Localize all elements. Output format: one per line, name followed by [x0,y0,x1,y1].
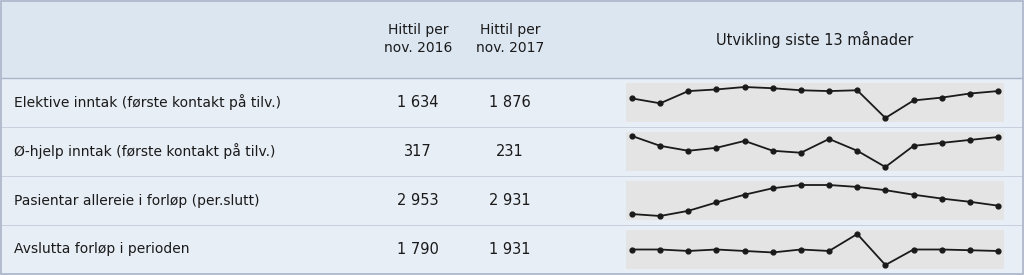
Point [878,116,894,120]
Text: 2 931: 2 931 [489,193,530,208]
Bar [2,2,1022,78]
Point [652,214,669,218]
Point [736,139,753,143]
Point [962,91,978,96]
Point [624,247,640,252]
Point [652,247,669,252]
Point [934,247,950,252]
Point [736,85,753,89]
Text: 1 931: 1 931 [489,242,530,257]
Point [905,192,922,197]
Text: 1 634: 1 634 [397,95,438,110]
Text: Avslutta forløp i perioden: Avslutta forløp i perioden [14,243,189,257]
Point [765,86,781,90]
Point [990,204,1007,208]
Point [736,192,753,197]
Bar [626,181,1004,220]
Point [878,188,894,192]
Point [849,88,865,92]
Point [934,141,950,145]
Point [709,247,725,252]
Point [962,200,978,204]
Text: 1 876: 1 876 [489,95,530,110]
Text: Pasientar allereie i forløp (per.slutt): Pasientar allereie i forløp (per.slutt) [14,194,259,208]
Point [793,183,809,187]
Point [905,247,922,252]
Point [624,212,640,216]
Text: Elektive inntak (første kontakt på tilv.): Elektive inntak (første kontakt på tilv.… [14,95,281,111]
Point [849,232,865,236]
Point [821,137,838,141]
Point [765,186,781,190]
Point [821,89,838,93]
Point [821,183,838,187]
Point [765,148,781,153]
Point [652,101,669,106]
Point [765,250,781,255]
Bar [626,83,1004,122]
Point [680,249,696,253]
Point [652,144,669,148]
Point [905,144,922,148]
Bar [626,132,1004,171]
Text: 2 953: 2 953 [397,193,439,208]
Point [709,200,725,205]
Text: 231: 231 [496,144,524,159]
Point [624,134,640,138]
Point [849,185,865,189]
Point [905,98,922,103]
Text: Ø-hjelp inntak (første kontakt på tilv.): Ø-hjelp inntak (første kontakt på tilv.) [14,144,275,160]
Point [680,89,696,93]
Point [934,196,950,201]
Point [849,148,865,153]
Point [709,87,725,92]
Text: Hittil per
nov. 2016: Hittil per nov. 2016 [384,23,453,55]
Point [878,263,894,267]
Text: Utvikling siste 13 månader: Utvikling siste 13 månader [717,31,913,48]
Point [709,145,725,150]
Point [990,249,1007,253]
Point [990,89,1007,93]
Point [793,150,809,155]
Point [962,248,978,252]
Point [793,88,809,92]
Point [680,148,696,153]
Point [680,209,696,213]
Point [736,249,753,253]
Point [934,95,950,100]
Point [821,249,838,253]
Text: Hittil per
nov. 2017: Hittil per nov. 2017 [476,23,544,55]
Text: 1 790: 1 790 [397,242,439,257]
Bar [626,230,1004,269]
Point [793,247,809,252]
Point [624,96,640,101]
Point [962,138,978,142]
Point [878,165,894,169]
Point [990,135,1007,139]
Text: 317: 317 [404,144,432,159]
